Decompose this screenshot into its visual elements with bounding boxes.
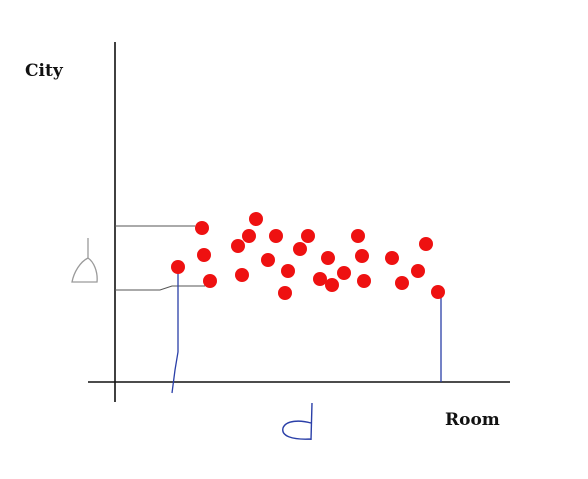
- scatter-point-16: [321, 251, 335, 265]
- handwritten-delta-gray: [71, 238, 98, 283]
- scatter-point-19: [351, 229, 365, 243]
- scatter-point-17: [325, 278, 339, 292]
- scatter-point-14: [301, 229, 315, 243]
- scatter-point-6: [235, 268, 249, 282]
- scatter-point-4: [203, 274, 217, 288]
- scatter-point-8: [249, 212, 263, 226]
- scatter-point-10: [269, 229, 283, 243]
- scatter-point-24: [411, 264, 425, 278]
- x-axis-label: Room: [445, 410, 500, 430]
- y-axis-label: City: [25, 61, 64, 81]
- scatter-point-11: [278, 286, 292, 300]
- scatter-point-20: [355, 249, 369, 263]
- scatter-points: [171, 212, 445, 300]
- scatter-point-23: [395, 276, 409, 290]
- scatter-point-18: [337, 266, 351, 280]
- scatter-point-13: [293, 242, 307, 256]
- lower-guide-line: [115, 285, 205, 291]
- scatter-point-9: [261, 253, 275, 267]
- scatter-point-21: [357, 274, 371, 288]
- scatter-point-5: [231, 239, 245, 253]
- scatter-point-1: [171, 260, 185, 274]
- scatter-point-15: [313, 272, 327, 286]
- scatter-point-2: [195, 221, 209, 235]
- scatter-point-25: [419, 237, 433, 251]
- scatter-point-7: [242, 229, 256, 243]
- left-vertical-guide: [171, 272, 179, 394]
- scatter-point-22: [385, 251, 399, 265]
- scatter-point-12: [281, 264, 295, 278]
- handwritten-d-blue: [282, 402, 313, 441]
- scatter-point-3: [197, 248, 211, 262]
- scatter-point-26: [431, 285, 445, 299]
